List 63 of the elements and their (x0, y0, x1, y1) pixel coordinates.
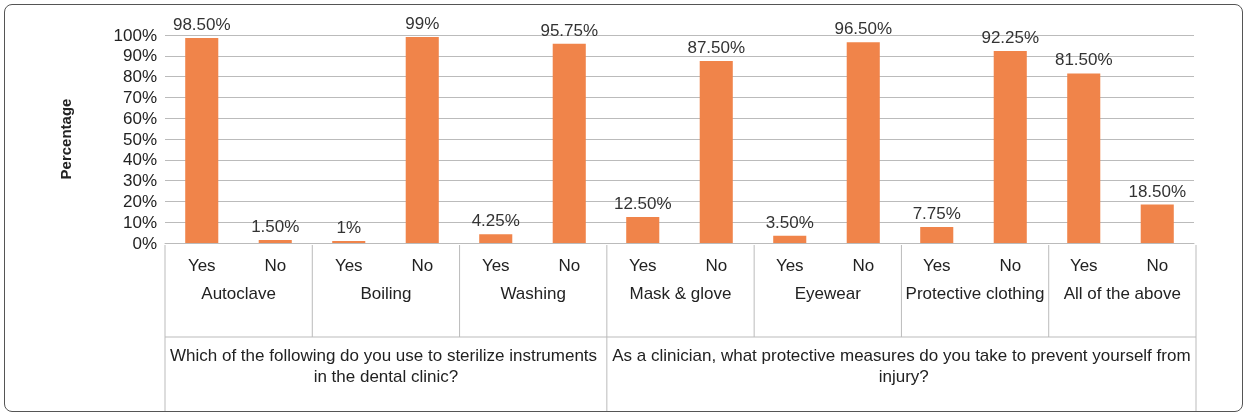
x-tick-label: No (852, 256, 875, 275)
text: Which of the following do you use to sterilize instruments in the dental clinic? (170, 346, 602, 386)
data-label: 1% (336, 217, 362, 237)
data-label: 1.50% (251, 216, 300, 236)
x-tick-label: Yes (922, 256, 951, 275)
text: All of the above (1063, 284, 1181, 303)
data-label: 98.50% (172, 15, 231, 35)
x-tick-label: Yes (334, 256, 363, 275)
text: Eyewear (794, 284, 862, 303)
data-label: 95.75% (540, 20, 599, 40)
data-label: 12.50% (613, 194, 672, 213)
bar (920, 226, 954, 243)
text: As a clinician, what protective measures do you take to prevent yourself from injury? (612, 346, 1191, 386)
data-label: 96.50% (834, 19, 893, 39)
y-tick-label: 80% (122, 67, 157, 87)
bar (552, 43, 586, 243)
x-tick-label: No (1146, 256, 1169, 275)
x-tick-label: No (999, 256, 1022, 275)
bar (479, 234, 513, 243)
bar (405, 37, 439, 243)
bar (185, 38, 219, 243)
y-tick-label: 70% (122, 87, 157, 107)
data-label: 92.25% (981, 28, 1040, 48)
text: Boiling (360, 284, 412, 303)
bar (846, 42, 880, 243)
y-tick-label: 100% (113, 25, 157, 45)
bar (993, 51, 1027, 243)
y-tick-label: 30% (122, 171, 157, 191)
y-tick-label: 60% (122, 108, 157, 128)
x-tick-label: Yes (628, 256, 657, 275)
data-label: 7.75% (912, 203, 961, 223)
x-tick-label: Yes (187, 256, 216, 275)
data-label: 3.50% (765, 212, 814, 232)
bar (699, 61, 733, 243)
y-tick-label: 90% (122, 46, 157, 66)
bar (332, 240, 366, 243)
x-tick-label: No (558, 256, 581, 275)
x-tick-label: Yes (481, 256, 510, 275)
y-tick-label: 20% (122, 191, 157, 211)
text: Autoclave (201, 284, 276, 303)
x-tick-label: No (264, 256, 287, 275)
bar (258, 239, 292, 243)
data-label: 4.25% (471, 211, 520, 231)
bar (626, 217, 660, 243)
y-tick-label: 10% (122, 212, 157, 232)
bar (1067, 73, 1101, 243)
bar (1140, 204, 1174, 243)
text: Mask & glove (629, 284, 732, 303)
y-tick-label: 50% (122, 129, 157, 149)
x-tick-label: No (411, 256, 434, 275)
x-tick-label: No (705, 256, 728, 275)
data-label: 18.50% (1128, 181, 1187, 201)
data-label: 99% (405, 14, 440, 34)
x-tick-label: Yes (1069, 256, 1098, 275)
text: Protective clothing (905, 284, 1045, 303)
x-tick-label: Yes (775, 256, 804, 275)
bar (773, 235, 807, 243)
y-tick-label: 0% (132, 233, 157, 253)
y-axis-title: Percentage (57, 98, 74, 180)
data-label: 87.50% (687, 38, 746, 57)
data-label: 81.50% (1054, 50, 1113, 70)
y-tick-label: 40% (122, 150, 157, 170)
text: Washing (500, 284, 566, 303)
